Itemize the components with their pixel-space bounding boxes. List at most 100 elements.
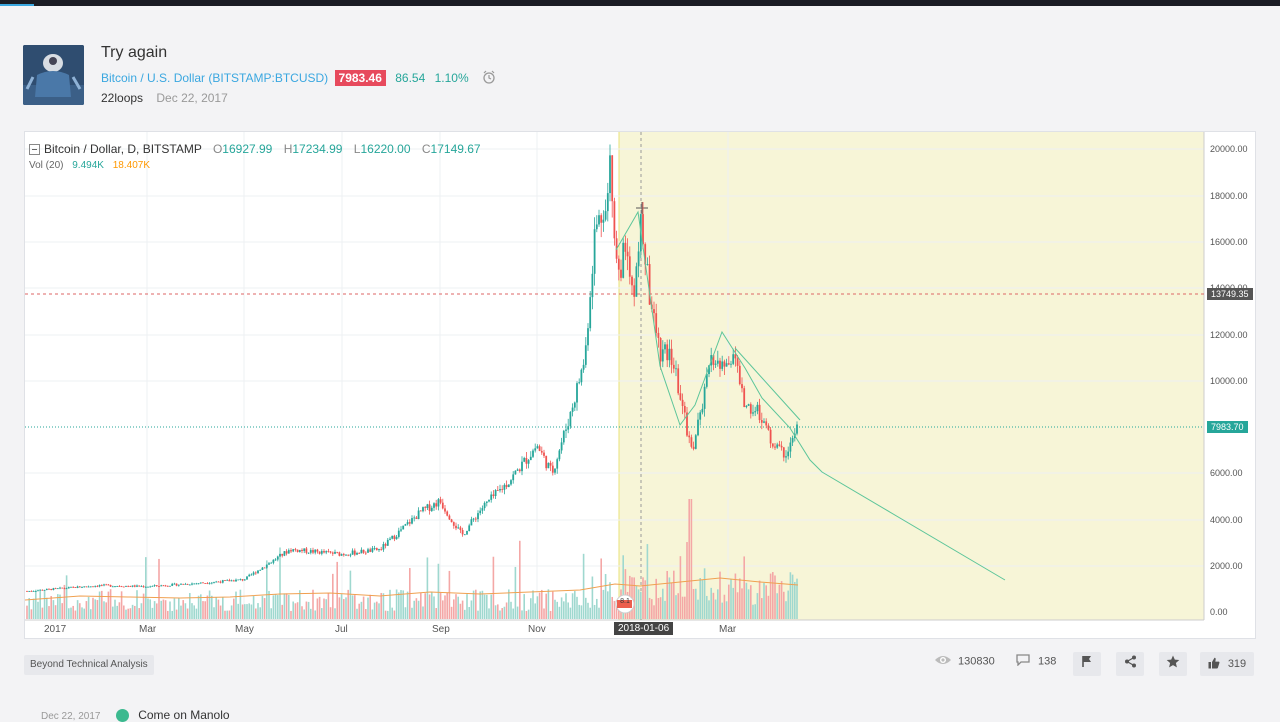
volume-bar bbox=[85, 601, 88, 619]
candle-body bbox=[789, 442, 792, 452]
candle-body bbox=[545, 455, 548, 469]
volume-bar bbox=[266, 560, 268, 619]
like-button[interactable]: 319 bbox=[1200, 652, 1254, 676]
volume-bar bbox=[230, 605, 233, 619]
candle-body bbox=[774, 446, 776, 448]
volume-bar bbox=[719, 571, 721, 619]
volume-bar bbox=[338, 597, 341, 619]
symbol-name-link[interactable]: Bitcoin / U.S. Dollar bbox=[101, 71, 206, 85]
candle-body bbox=[98, 585, 101, 587]
comments-stat[interactable]: 138 bbox=[1016, 654, 1056, 669]
favorite-button[interactable] bbox=[1159, 652, 1187, 676]
volume-bar bbox=[475, 589, 477, 619]
candle-body bbox=[653, 309, 655, 314]
volume-bar bbox=[576, 596, 578, 619]
candle-body bbox=[173, 583, 176, 585]
symbol-code-link[interactable]: (BITSTAMP:BTCUSD) bbox=[208, 71, 329, 85]
volume-bar bbox=[167, 610, 169, 619]
candle-body bbox=[389, 538, 391, 540]
candle-body bbox=[274, 559, 277, 561]
volume-bar bbox=[224, 610, 226, 619]
star-icon bbox=[1166, 655, 1180, 673]
flag-button[interactable] bbox=[1073, 652, 1101, 676]
volume-bar bbox=[294, 603, 297, 619]
volume-bar bbox=[54, 605, 57, 619]
candle-body bbox=[642, 214, 644, 245]
volume-bar bbox=[206, 595, 209, 619]
author-name[interactable]: 22loops bbox=[101, 91, 144, 105]
candle-body bbox=[83, 586, 86, 588]
volume-bar bbox=[653, 605, 655, 619]
candle-body bbox=[466, 531, 468, 535]
candle-body bbox=[395, 536, 398, 540]
share-button[interactable] bbox=[1116, 652, 1144, 676]
volume-bar bbox=[41, 607, 44, 619]
volume-bar bbox=[642, 577, 644, 619]
candle-body bbox=[191, 583, 193, 585]
volume-bar bbox=[444, 595, 446, 619]
candle-body bbox=[263, 567, 266, 569]
collapse-legend-icon[interactable] bbox=[29, 144, 40, 156]
candle-body bbox=[243, 579, 246, 581]
candle-body bbox=[39, 589, 42, 591]
comment-avatar[interactable] bbox=[115, 709, 129, 722]
author-avatar[interactable] bbox=[23, 45, 84, 105]
volume-bar bbox=[237, 603, 239, 619]
candle-body bbox=[600, 215, 603, 223]
volume-bar bbox=[131, 604, 134, 619]
volume-bar bbox=[43, 590, 46, 619]
flag-icon bbox=[1081, 655, 1093, 673]
volume-bar bbox=[384, 610, 387, 619]
volume-bar bbox=[378, 603, 380, 619]
volume-bar bbox=[26, 605, 28, 619]
candle-body bbox=[109, 584, 112, 587]
volume-bar bbox=[710, 587, 712, 619]
volume-bar bbox=[721, 602, 723, 619]
candle-body bbox=[265, 564, 268, 568]
last-price-badge: 7983.70 bbox=[1207, 421, 1248, 433]
candle-body bbox=[433, 503, 435, 508]
candle-body bbox=[670, 348, 673, 365]
candle-body bbox=[664, 344, 666, 350]
alarm-clock-icon[interactable] bbox=[482, 70, 496, 87]
volume-bar bbox=[296, 602, 299, 619]
volume-bar bbox=[563, 601, 565, 619]
candle-body bbox=[589, 297, 592, 329]
candle-body bbox=[138, 585, 141, 587]
volume-bar bbox=[497, 604, 499, 619]
volume-bar bbox=[703, 568, 706, 619]
volume-bar bbox=[697, 599, 699, 619]
x-label-nov: Nov bbox=[528, 624, 546, 635]
candle-body bbox=[690, 437, 693, 447]
candle-body bbox=[501, 489, 504, 490]
trend-drawing bbox=[615, 210, 1006, 581]
candle-body bbox=[525, 457, 528, 464]
volume-bar bbox=[516, 606, 519, 619]
candle-body bbox=[287, 550, 290, 554]
candle-body bbox=[686, 412, 688, 436]
volume-bar bbox=[519, 540, 521, 619]
volume-bar bbox=[74, 610, 77, 619]
volume-bar bbox=[369, 594, 371, 619]
volume-bar bbox=[270, 608, 272, 619]
candle-body bbox=[285, 551, 288, 554]
comment-author[interactable]: Come on Manolo bbox=[138, 708, 230, 722]
volume-bar bbox=[510, 601, 512, 619]
volume-bar bbox=[393, 610, 396, 619]
volume-bar bbox=[708, 600, 710, 619]
volume-bar bbox=[321, 608, 323, 619]
volume-bar bbox=[303, 609, 305, 619]
volume-bar bbox=[57, 594, 59, 619]
volume-bar bbox=[147, 598, 149, 619]
y-label-6000: 6000.00 bbox=[1210, 468, 1243, 478]
idea-tag-button[interactable]: Beyond Technical Analysis bbox=[24, 655, 154, 675]
candle-body bbox=[426, 504, 429, 508]
candle-body bbox=[644, 244, 647, 265]
candle-body bbox=[591, 273, 594, 298]
candle-body bbox=[131, 585, 134, 587]
candle-body bbox=[461, 530, 464, 535]
volume-bar bbox=[39, 589, 41, 619]
candle-body bbox=[45, 588, 48, 591]
candle-body bbox=[193, 583, 196, 585]
